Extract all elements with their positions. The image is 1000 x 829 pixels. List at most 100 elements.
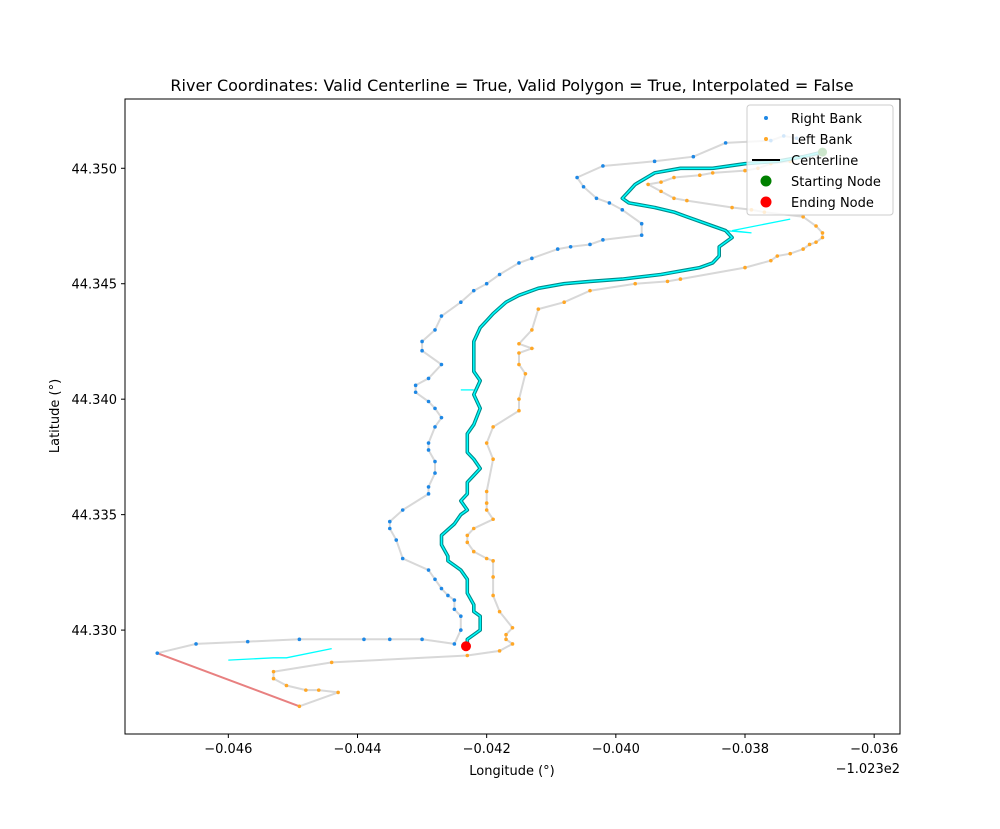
left-bank-point (801, 214, 805, 219)
left-bank-point (471, 549, 476, 554)
left-bank-point (491, 425, 495, 429)
left-bank-point (517, 397, 521, 401)
left-bank-point (484, 489, 489, 494)
left-bank-point (497, 609, 502, 614)
left-bank-point (769, 258, 773, 263)
right-bank-point (601, 238, 605, 242)
left-bank-point (336, 690, 340, 695)
left-bank-point (646, 182, 650, 187)
x-tick-label: −0.042 (463, 742, 511, 757)
right-bank-point (426, 441, 431, 445)
left-bank-point (517, 362, 521, 367)
left-bank-point (633, 281, 638, 286)
right-bank-point (601, 164, 605, 168)
right-bank-point (639, 233, 644, 238)
right-bank-point (426, 568, 431, 572)
right-bank-point (723, 141, 728, 145)
left-bank-point (491, 517, 495, 522)
left-bank-point (491, 575, 495, 579)
left-bank-point (491, 593, 495, 598)
right-bank-point (497, 272, 502, 277)
left-bank-point (484, 556, 489, 561)
right-bank-point (413, 390, 418, 395)
legend: Right Bank Left Bank Centerline Starting No… (746, 104, 894, 216)
centerline-inner (440, 151, 823, 644)
right-bank-point (155, 651, 160, 655)
left-bank-point (517, 351, 521, 355)
left-bank-point (271, 676, 276, 681)
right-bank-point (555, 247, 560, 251)
left-bank-point (807, 242, 812, 247)
legend-swatch-marker (764, 137, 768, 141)
left-bank-point (491, 457, 495, 462)
right-bank-point (594, 196, 599, 201)
y-tick-label: 44.340 (72, 393, 118, 408)
y-tick-label: 44.345 (72, 278, 118, 293)
left-bank-point (672, 196, 676, 201)
left-bank-point (510, 625, 515, 630)
left-bank-point (517, 408, 521, 413)
right-bank-point (433, 471, 437, 475)
left-bank-point (730, 205, 734, 210)
transect-line-0 (228, 647, 332, 661)
right-bank-point (471, 288, 476, 293)
right-bank-point (426, 376, 431, 381)
right-bank-point (439, 415, 444, 420)
left-bank-point (504, 632, 508, 637)
left-bank-point (814, 224, 818, 228)
right-bank-point (568, 244, 573, 249)
left-bank-point (588, 288, 592, 293)
right-bank-point (439, 362, 444, 367)
left-bank-point (497, 649, 502, 653)
right-bank-point (446, 593, 450, 598)
y-axis-label: Latitude (°) (48, 379, 63, 453)
right-bank-point (426, 399, 431, 404)
right-bank-point (484, 281, 489, 286)
left-bank-point (465, 533, 470, 538)
legend-swatch-marker (760, 196, 772, 208)
right-bank-point (433, 425, 437, 429)
plot-layer (155, 134, 827, 709)
left-bank-point (710, 171, 715, 175)
left-bank-point (297, 704, 302, 709)
chart-title: River Coordinates: Valid Centerline = Tr… (170, 76, 853, 95)
right-bank-point (452, 598, 457, 602)
y-tick-label: 44.350 (72, 162, 118, 177)
left-bank-point (484, 501, 489, 505)
right-bank-point (452, 642, 457, 646)
left-bank-point (304, 688, 308, 692)
left-bank-point (484, 441, 489, 445)
left-bank-point (801, 247, 805, 251)
x-tick-label: −0.046 (204, 742, 252, 757)
plot-frame (124, 98, 901, 735)
right-bank-point (433, 328, 437, 332)
right-bank-point (459, 628, 463, 632)
closing-segment (156, 652, 300, 708)
right-bank-point (652, 159, 657, 164)
right-bank-point (691, 154, 696, 159)
right-bank-point (194, 642, 198, 646)
left-bank-point (530, 346, 534, 351)
right-bank-point (387, 526, 392, 531)
y-axis: 44.330 44.335 44.340 44.345 44.350 (72, 162, 125, 639)
right-bank-point (387, 519, 392, 524)
right-bank-point (620, 208, 625, 212)
left-bank-point (510, 642, 515, 646)
left-bank-point (517, 341, 521, 346)
right-bank-point (420, 348, 424, 353)
left-bank-point (316, 688, 321, 692)
right-bank-point (394, 538, 399, 542)
legend-entry-label: Centerline (791, 154, 858, 169)
right-bank-point (607, 201, 612, 205)
ending-node-marker (461, 641, 471, 652)
x-tick-label: −0.040 (592, 742, 640, 757)
left-bank-point (284, 683, 289, 688)
legend-swatch-marker (760, 175, 772, 187)
right-bank-point (459, 300, 463, 305)
right-bank-point (433, 577, 437, 582)
right-bank-point (433, 406, 437, 411)
right-bank-point (575, 175, 579, 180)
left-bank-point (530, 328, 534, 332)
right-bank-point (387, 637, 392, 642)
